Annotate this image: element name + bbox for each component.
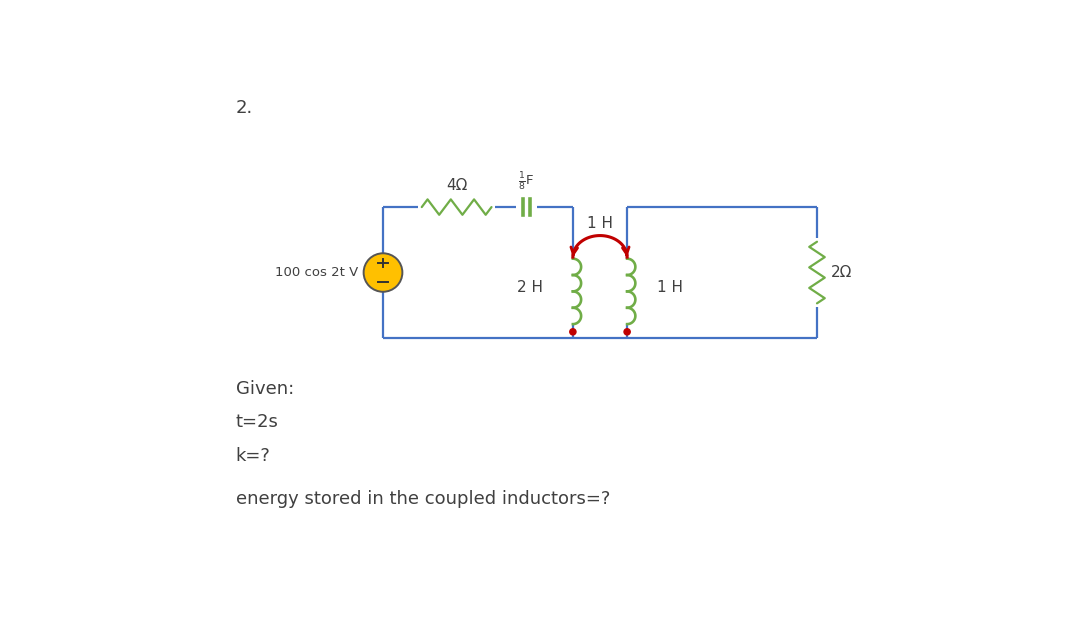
Text: energy stored in the coupled inductors=?: energy stored in the coupled inductors=? — [235, 490, 610, 508]
Text: 100 cos 2t V: 100 cos 2t V — [275, 266, 359, 279]
Text: 1 H: 1 H — [588, 216, 613, 231]
Text: 2.: 2. — [235, 100, 253, 118]
Text: t=2s: t=2s — [235, 414, 279, 432]
Text: 2Ω: 2Ω — [831, 265, 852, 280]
Text: k=?: k=? — [235, 447, 271, 465]
Circle shape — [624, 329, 631, 335]
Circle shape — [570, 329, 576, 335]
Circle shape — [364, 253, 403, 292]
Text: 4Ω: 4Ω — [446, 179, 468, 193]
Text: 1 H: 1 H — [657, 280, 683, 295]
Text: 2 H: 2 H — [517, 280, 543, 295]
Text: Given:: Given: — [235, 380, 294, 398]
Text: $\frac{1}{8}$F: $\frac{1}{8}$F — [518, 171, 535, 193]
